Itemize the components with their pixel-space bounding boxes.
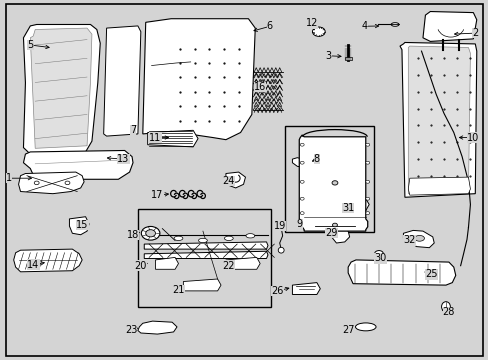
Text: 23: 23: [124, 325, 137, 336]
Polygon shape: [147, 130, 198, 147]
Text: 13: 13: [117, 154, 129, 164]
Text: 25: 25: [424, 269, 437, 279]
Ellipse shape: [365, 161, 369, 164]
Ellipse shape: [145, 230, 155, 237]
Polygon shape: [144, 242, 267, 249]
Text: 2: 2: [471, 28, 477, 38]
Polygon shape: [407, 177, 469, 195]
Text: 20: 20: [134, 261, 147, 271]
Polygon shape: [407, 46, 469, 194]
Text: 30: 30: [373, 253, 386, 264]
Ellipse shape: [300, 143, 304, 146]
Polygon shape: [347, 260, 455, 285]
Text: 24: 24: [222, 176, 235, 186]
Text: 8: 8: [313, 154, 319, 164]
Ellipse shape: [300, 161, 304, 164]
Text: 9: 9: [296, 219, 302, 229]
Text: 17: 17: [151, 190, 163, 200]
Polygon shape: [103, 26, 141, 136]
Polygon shape: [142, 19, 255, 140]
Polygon shape: [292, 158, 321, 170]
Text: 21: 21: [172, 285, 184, 295]
Ellipse shape: [224, 236, 233, 240]
Polygon shape: [155, 257, 178, 269]
Text: 16: 16: [253, 82, 266, 92]
Text: 11: 11: [149, 132, 162, 143]
Polygon shape: [331, 226, 349, 243]
Text: 12: 12: [305, 18, 318, 28]
Ellipse shape: [174, 236, 183, 240]
Ellipse shape: [365, 212, 369, 215]
Text: 29: 29: [325, 228, 337, 238]
Text: 15: 15: [76, 220, 88, 230]
Polygon shape: [30, 28, 92, 148]
Ellipse shape: [312, 27, 325, 36]
Ellipse shape: [300, 197, 304, 200]
Polygon shape: [299, 135, 367, 231]
Polygon shape: [344, 199, 368, 212]
Ellipse shape: [441, 302, 449, 312]
Text: 18: 18: [126, 230, 139, 240]
Ellipse shape: [245, 234, 254, 238]
Bar: [284, 126, 373, 232]
Ellipse shape: [141, 226, 160, 240]
Ellipse shape: [365, 180, 369, 183]
Ellipse shape: [300, 212, 304, 215]
Polygon shape: [399, 42, 476, 197]
Polygon shape: [69, 217, 89, 235]
Text: 7: 7: [130, 125, 136, 135]
Polygon shape: [19, 172, 84, 194]
Polygon shape: [14, 249, 82, 272]
Bar: [344, 57, 351, 60]
Ellipse shape: [355, 323, 375, 331]
Ellipse shape: [365, 197, 369, 200]
Polygon shape: [144, 251, 267, 258]
Ellipse shape: [331, 181, 337, 185]
Ellipse shape: [198, 238, 207, 243]
Polygon shape: [403, 230, 433, 248]
Polygon shape: [23, 150, 133, 179]
Polygon shape: [292, 283, 320, 294]
Polygon shape: [183, 279, 221, 291]
Ellipse shape: [374, 251, 383, 257]
Text: 19: 19: [273, 221, 285, 231]
Text: 32: 32: [403, 235, 415, 246]
Bar: [138, 209, 270, 307]
Polygon shape: [23, 24, 100, 154]
Text: 5: 5: [27, 40, 33, 50]
Ellipse shape: [65, 181, 70, 185]
Text: 26: 26: [271, 286, 284, 296]
Ellipse shape: [332, 223, 337, 227]
Ellipse shape: [414, 235, 424, 241]
Text: 3: 3: [325, 51, 331, 61]
Text: 22: 22: [222, 261, 235, 271]
Text: 28: 28: [442, 307, 454, 318]
Text: 31: 31: [341, 203, 354, 213]
Ellipse shape: [365, 143, 369, 146]
Polygon shape: [225, 257, 260, 269]
Text: 14: 14: [27, 260, 40, 270]
Ellipse shape: [300, 180, 304, 183]
Ellipse shape: [390, 23, 398, 26]
Ellipse shape: [278, 247, 284, 253]
Polygon shape: [138, 321, 177, 334]
Polygon shape: [225, 172, 245, 188]
Text: 10: 10: [466, 132, 479, 143]
Text: 6: 6: [266, 21, 272, 31]
Polygon shape: [422, 12, 476, 41]
Text: 27: 27: [341, 325, 354, 336]
Text: 1: 1: [6, 173, 12, 183]
Ellipse shape: [34, 181, 39, 185]
Text: 4: 4: [361, 21, 366, 31]
